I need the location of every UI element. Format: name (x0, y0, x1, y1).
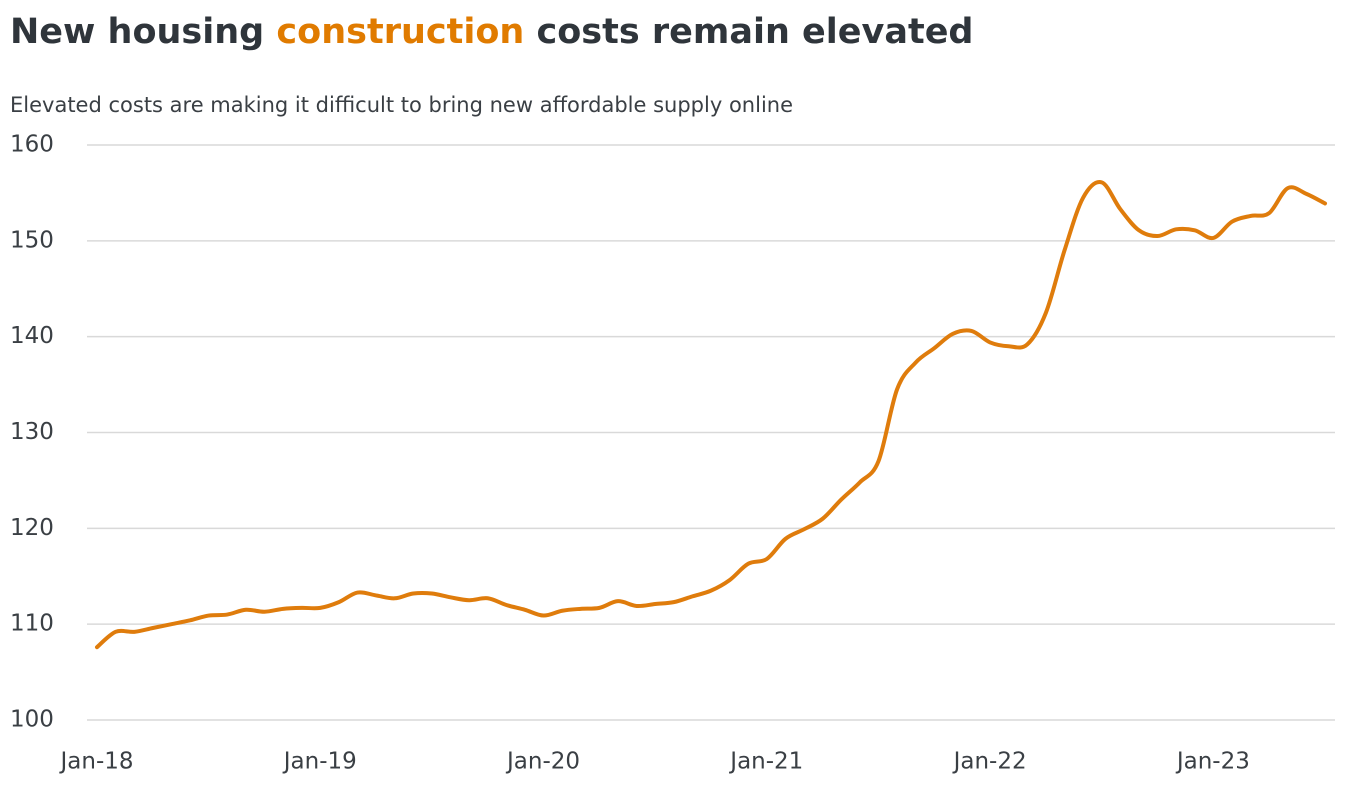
x-tick-label: Jan-18 (58, 749, 133, 775)
chart-title: New housing construction costs remain el… (10, 12, 974, 52)
y-tick-label: 100 (10, 707, 54, 733)
y-tick-label: 160 (10, 132, 54, 158)
x-tick-label: Jan-22 (952, 749, 1027, 775)
x-tick-label: Jan-23 (1175, 749, 1250, 775)
x-tick-label: Jan-19 (282, 749, 357, 775)
y-tick-label: 120 (10, 515, 54, 541)
y-tick-label: 150 (10, 227, 54, 253)
title-part: costs remain elevated (524, 12, 973, 52)
title-part: New housing (10, 12, 276, 52)
chart-subtitle: Elevated costs are making it difficult t… (10, 93, 793, 117)
title-part: construction (276, 12, 524, 52)
x-tick-label: Jan-20 (505, 749, 580, 775)
y-tick-label: 130 (10, 419, 54, 445)
x-tick-label: Jan-21 (728, 749, 803, 775)
data-line (95, 180, 1327, 650)
y-tick-label: 140 (10, 323, 54, 349)
y-tick-label: 110 (10, 611, 54, 637)
